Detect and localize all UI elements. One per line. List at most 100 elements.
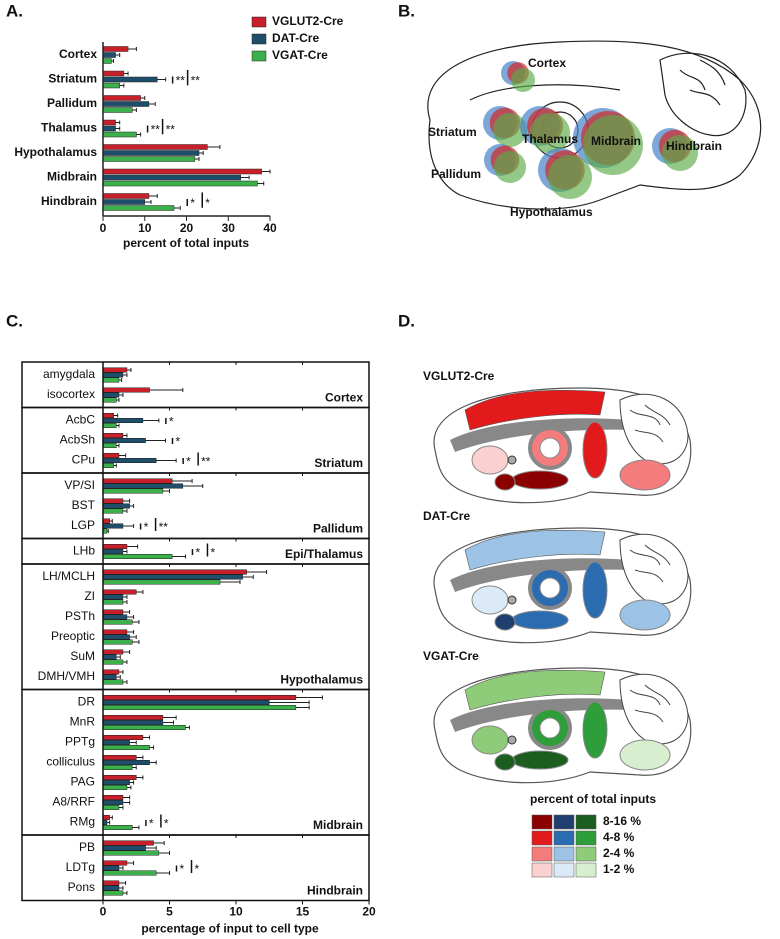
hypothalamus: [511, 470, 569, 490]
bar: [102, 674, 117, 680]
panel-label: B.: [398, 1, 415, 20]
bar: [102, 890, 124, 896]
brain-map: [433, 667, 692, 784]
significance-label: *: [164, 817, 169, 831]
region-bubble: [511, 68, 535, 92]
bar: [102, 629, 128, 635]
legend-swatch: [251, 33, 267, 45]
bar: [102, 760, 150, 765]
significance-label: *: [186, 455, 191, 469]
group-label: Hindbrain: [307, 884, 363, 898]
y-tick-label: CPu: [72, 453, 95, 467]
legend-swatch: [575, 814, 597, 830]
bar: [102, 46, 129, 52]
y-tick-label: Hindbrain: [41, 194, 97, 208]
y-tick-label: amygdala: [43, 367, 95, 381]
bar: [102, 76, 158, 83]
striatum: [471, 585, 509, 615]
cortex: [464, 670, 606, 711]
legend-label: VGLUT2-Cre: [272, 14, 344, 28]
bar: [102, 180, 258, 187]
brain-map: [433, 387, 692, 504]
panel-label: A.: [6, 1, 23, 20]
pallidum: [494, 473, 516, 491]
y-tick-label: PAG: [71, 775, 95, 789]
significance-label: *: [144, 520, 149, 534]
y-tick-label: Cortex: [59, 47, 97, 61]
bar: [102, 443, 117, 448]
bar: [102, 700, 270, 705]
bar: [102, 144, 208, 150]
y-tick-label: AcbSh: [60, 433, 95, 447]
x-tick-label: 5: [166, 905, 173, 919]
y-tick-label: PB: [79, 840, 95, 854]
bar: [102, 433, 124, 438]
bar: [102, 544, 128, 549]
folia: [629, 544, 671, 583]
bar: [102, 438, 146, 443]
y-tick-label: colliculus: [46, 755, 95, 769]
y-tick-label: VP/SI: [64, 478, 95, 492]
bar: [102, 880, 120, 886]
midbrain: [582, 561, 608, 619]
group-box: [21, 834, 370, 902]
bar: [102, 669, 120, 675]
significance-label: *: [169, 415, 174, 429]
bar: [102, 168, 262, 175]
legend-swatch: [251, 16, 267, 28]
folia: [629, 684, 671, 723]
striatum: [471, 445, 509, 475]
legend-label: VGAT-Cre: [272, 48, 328, 62]
x-tick-label: 40: [263, 221, 277, 235]
y-tick-label: Striatum: [48, 72, 97, 86]
x-tick-label: 30: [222, 221, 236, 235]
bar: [102, 619, 133, 625]
map-title: VGAT-Cre: [423, 649, 479, 663]
bar: [102, 765, 133, 770]
bar: [102, 52, 116, 58]
bar: [102, 174, 242, 181]
bar: [102, 720, 164, 725]
bar: [102, 609, 124, 615]
bar: [102, 95, 141, 101]
significance-label: **: [166, 123, 176, 137]
y-tick-label: Midbrain: [47, 170, 97, 184]
bar: [102, 119, 116, 126]
bar: [102, 503, 130, 509]
map-title: DAT-Cre: [423, 509, 470, 523]
bar: [102, 574, 243, 580]
bar: [102, 815, 110, 820]
ventricle: [507, 595, 517, 605]
y-tick-label: LDTg: [66, 860, 95, 874]
pallidum: [494, 753, 516, 771]
y-tick-label: MnR: [70, 715, 96, 729]
legend-swatch: [553, 846, 575, 862]
bar: [102, 705, 297, 710]
bar: [102, 423, 117, 428]
legend-label: 1-2 %: [603, 862, 635, 876]
thalamus-core: [539, 717, 561, 739]
ventricle: [507, 455, 517, 465]
y-tick-label: PPTg: [65, 735, 95, 749]
bar: [102, 865, 120, 871]
bar: [102, 101, 150, 107]
y-tick-label: LHb: [73, 544, 95, 558]
brain-map: [433, 527, 692, 644]
bar: [102, 634, 130, 640]
bar: [102, 659, 124, 665]
legend-label: 4-8 %: [603, 830, 635, 844]
thalamus-core: [539, 437, 561, 459]
y-tick-label: isocortex: [47, 387, 95, 401]
bar: [102, 150, 200, 156]
significance-label: *: [195, 546, 200, 560]
legend-swatch: [553, 862, 575, 878]
striatum: [471, 725, 509, 755]
bar: [102, 523, 124, 529]
bar: [102, 549, 124, 554]
y-tick-label: PSTh: [65, 609, 95, 623]
bar: [102, 679, 124, 685]
bar: [102, 569, 247, 575]
bar: [102, 58, 112, 64]
bar: [102, 392, 120, 398]
bar: [102, 377, 120, 383]
